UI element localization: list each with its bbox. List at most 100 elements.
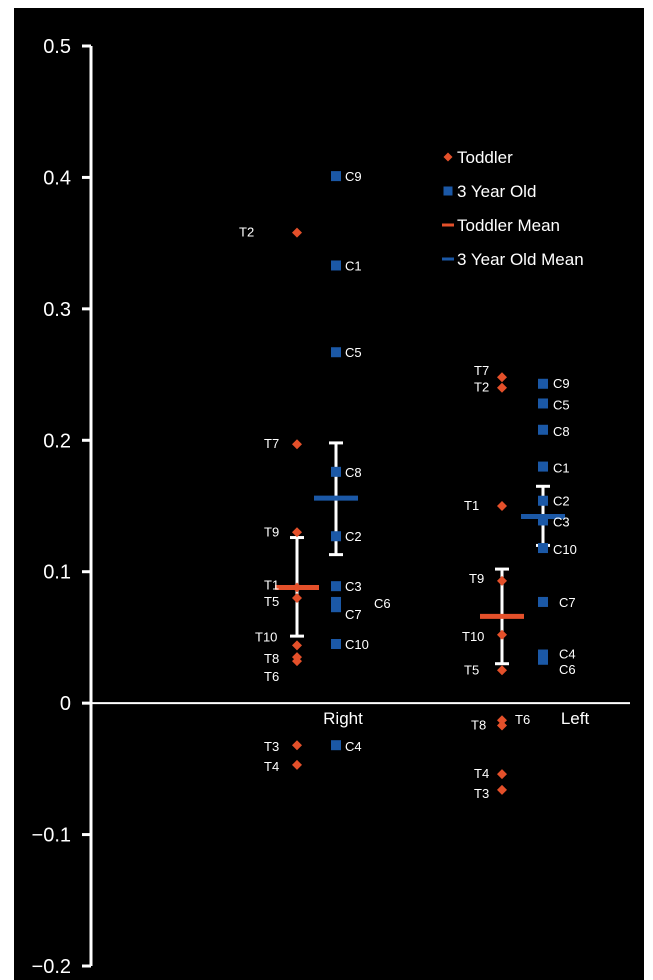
toddler-point	[292, 593, 302, 603]
point-label: C7	[345, 607, 362, 622]
point-label: C8	[553, 424, 570, 439]
legend-label: 3 Year Old	[457, 182, 536, 201]
toddler-point	[292, 740, 302, 751]
point-label: T6	[264, 669, 279, 684]
point-label: C6	[374, 596, 391, 611]
three-year-old-point	[538, 461, 548, 472]
point-label: C9	[553, 376, 570, 391]
three-year-old-point	[538, 515, 548, 526]
point-label: C10	[345, 637, 369, 652]
toddler-point	[497, 372, 507, 383]
toddler-point	[497, 382, 507, 393]
three-year-old-point	[331, 639, 341, 649]
toddler-point	[292, 656, 302, 667]
point-label: T3	[264, 739, 279, 754]
point-label: T2	[239, 225, 254, 240]
three-year-old-point	[538, 543, 548, 554]
y-tick-label: −0.2	[32, 956, 71, 978]
plot-background	[14, 8, 644, 980]
point-label: C9	[345, 169, 362, 184]
point-label: T7	[264, 436, 279, 451]
three-year-old-point	[331, 602, 341, 613]
point-label: C7	[559, 595, 576, 610]
point-label: T2	[474, 380, 489, 395]
three-year-old-point	[331, 581, 341, 592]
point-label: C1	[553, 461, 570, 476]
means-layer	[275, 495, 565, 619]
point-label: C10	[553, 542, 577, 557]
three-year-old-point	[538, 596, 548, 607]
point-labels-layer: T2 T7 T9 T1 T5 T10 T8 T6 T3 T4 T7 T2 T1 T9 T10 T5 T6 T8 T4…	[239, 169, 577, 801]
toddler-point	[497, 575, 507, 586]
three-year-old-point	[538, 649, 548, 660]
three-year-old-point	[331, 596, 341, 607]
point-label: C3	[553, 514, 570, 529]
point-label: C8	[345, 465, 362, 480]
three-year-old-point	[538, 398, 548, 409]
point-label: T8	[471, 717, 486, 732]
legend-label: Toddler Mean	[457, 216, 560, 235]
point-label: T8	[264, 651, 279, 666]
category-label: Right	[323, 709, 363, 728]
point-label: C4	[559, 647, 576, 662]
legend: Toddler 3 Year Old Toddler Mean 3 Year Old …	[442, 148, 584, 269]
point-label: T10	[462, 629, 484, 644]
legend-label: Toddler	[457, 148, 513, 167]
point-label: T4	[474, 766, 489, 781]
toddler-point	[292, 527, 302, 538]
y-tick-label: −0.1	[32, 825, 71, 847]
point-label: C4	[345, 739, 362, 754]
point-label: T4	[264, 759, 279, 774]
point-label: C1	[345, 258, 362, 273]
point-label: T9	[264, 524, 279, 539]
point-label: T3	[474, 786, 489, 801]
y-tick-label: 0.5	[43, 36, 71, 58]
toddler-point	[497, 784, 507, 795]
y-tick-label: 0.2	[43, 430, 71, 452]
three-year-old-point	[331, 347, 341, 358]
three-year-old-point	[331, 531, 341, 542]
point-label: T7	[474, 363, 489, 378]
point-label: C6	[559, 662, 576, 677]
legend-label: 3 Year Old Mean	[457, 250, 584, 269]
three-year-old-point	[331, 171, 341, 182]
y-tick-label: 0.4	[43, 167, 71, 189]
toddler-point	[292, 227, 302, 238]
point-label: T10	[255, 629, 277, 644]
three-year-old-point	[538, 378, 548, 389]
point-label: T1	[464, 498, 479, 513]
legend-toddler-marker	[443, 152, 453, 162]
point-label: T6	[515, 712, 530, 727]
point-label: C5	[345, 345, 362, 360]
error-bars-layer	[290, 441, 550, 666]
category-label: Left	[561, 709, 590, 728]
axes-layer: −0.2 −0.1 0 0.1 0.2 0.3 0.4 0.5 Right Left	[32, 36, 630, 978]
toddler-point	[497, 501, 507, 511]
point-label: T9	[469, 571, 484, 586]
toddler-point	[292, 759, 302, 770]
toddler-point	[497, 769, 507, 780]
point-label: C2	[553, 494, 570, 509]
toddler-point	[292, 439, 302, 450]
point-label: T5	[264, 594, 279, 609]
legend-three-year-old-marker	[443, 186, 453, 196]
toddler-point	[497, 665, 507, 676]
three-year-old-point	[331, 260, 341, 271]
toddler-point	[497, 629, 507, 640]
point-label: C5	[553, 397, 570, 412]
three-year-old-point	[331, 466, 341, 477]
point-label: C2	[345, 529, 362, 544]
toddler-point	[292, 640, 302, 651]
point-label: T5	[464, 662, 479, 677]
point-label: C3	[345, 579, 362, 594]
y-tick-label: 0.3	[43, 299, 71, 321]
point-label: T1	[264, 577, 279, 592]
toddler-point	[497, 720, 507, 731]
y-tick-label: 0	[60, 693, 71, 715]
y-tick-label: 0.1	[43, 562, 71, 584]
three-year-old-point	[331, 740, 341, 751]
three-year-old-point	[538, 495, 548, 506]
three-year-old-point	[538, 424, 548, 435]
